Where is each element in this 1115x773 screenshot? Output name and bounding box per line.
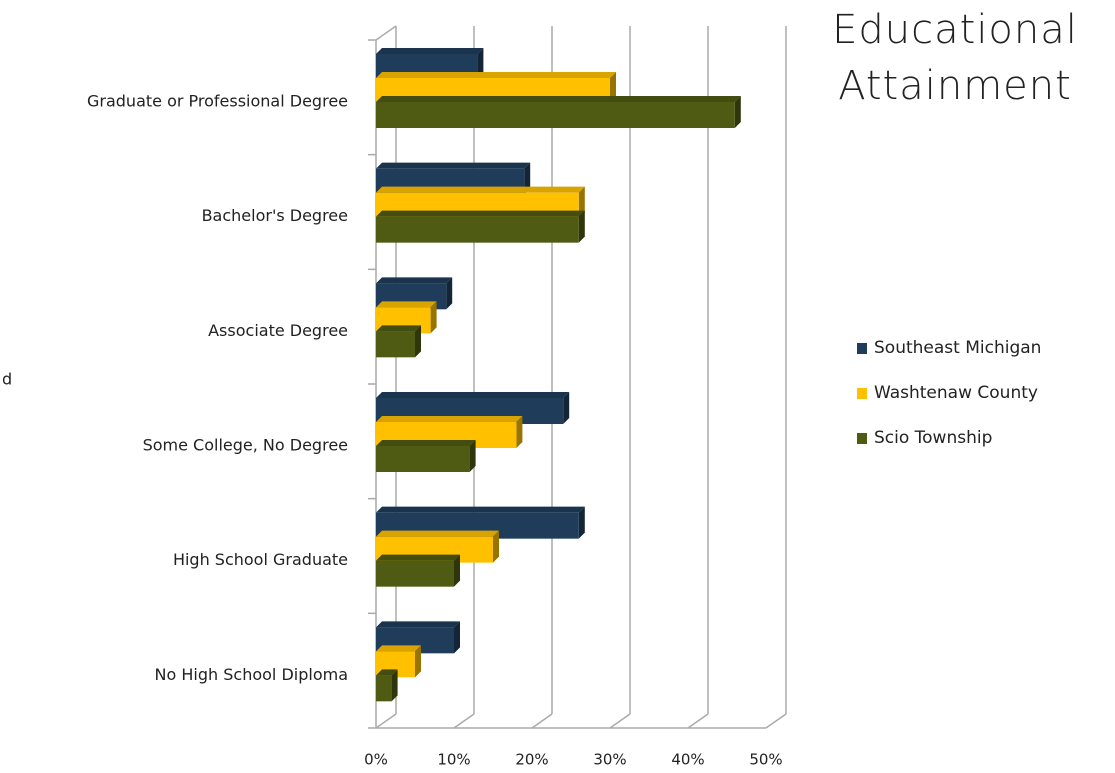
grid-floor [609,713,631,729]
bar-top [376,186,585,193]
bar-side [391,669,398,702]
bar-top [376,162,531,169]
bar-top [376,416,523,422]
x-tick-label: 20% [515,751,548,769]
bar-top [376,96,741,102]
legend-label: Washtenaw County [874,383,1038,403]
bar-top [376,277,453,284]
grid-floor [375,713,397,729]
y-tick-label: Bachelor's Degree [202,206,348,225]
x-tick-label: 40% [671,751,704,769]
bar-side [516,416,523,448]
bar-side [578,210,585,243]
bar-top [376,530,499,537]
bar-top [376,301,437,308]
bar [376,560,454,587]
grid-floor [531,713,553,729]
bar-top [376,48,484,54]
bar-top [376,210,585,217]
chart-title: Educational Attainment [832,7,1078,109]
bar-side [454,554,460,587]
bar-top [376,72,616,78]
bar [376,102,735,128]
y-tick-label: Graduate or Professional Degree [87,92,348,111]
bar-top [376,440,476,446]
y-tick-label: High School Graduate [173,550,348,569]
x-tick-label: 0% [364,751,388,769]
bar-side [454,621,460,654]
grid-floor [765,713,787,729]
y-tick-label: Associate Degree [208,321,348,340]
bar-side [430,301,437,334]
bar-top [376,506,585,513]
x-tick-label: 50% [749,751,782,769]
bar-side [469,440,476,472]
bar-side [563,392,570,424]
bar-side [415,325,421,358]
bar-side [578,506,585,539]
bar-side [734,96,741,128]
legend-swatch [857,388,867,399]
bar [376,216,579,243]
bar-side [493,530,499,563]
bar-top [376,669,398,676]
bar-side [446,277,453,310]
bar [376,446,470,472]
legend-label: Southeast Michigan [874,338,1041,358]
bar-side [415,645,421,678]
x-tick-label: 30% [593,751,626,769]
y-tick-label: No High School Diploma [155,665,348,684]
bar-top [376,621,460,628]
bar-top [376,554,460,561]
grid-floor [453,713,475,729]
legend-swatch [857,343,867,354]
y-tick-label: Some College, No Degree [143,436,348,455]
x-tick-label: 10% [437,751,470,769]
grid-floor [687,713,709,729]
bar [376,331,415,358]
stray-text: d [2,370,12,389]
bar-top [376,325,421,332]
bar-top [376,645,421,652]
legend-swatch [857,433,867,444]
bar-top [376,392,570,398]
bar [376,675,392,702]
wall-edge [375,25,397,41]
legend-label: Scio Township [874,428,992,448]
